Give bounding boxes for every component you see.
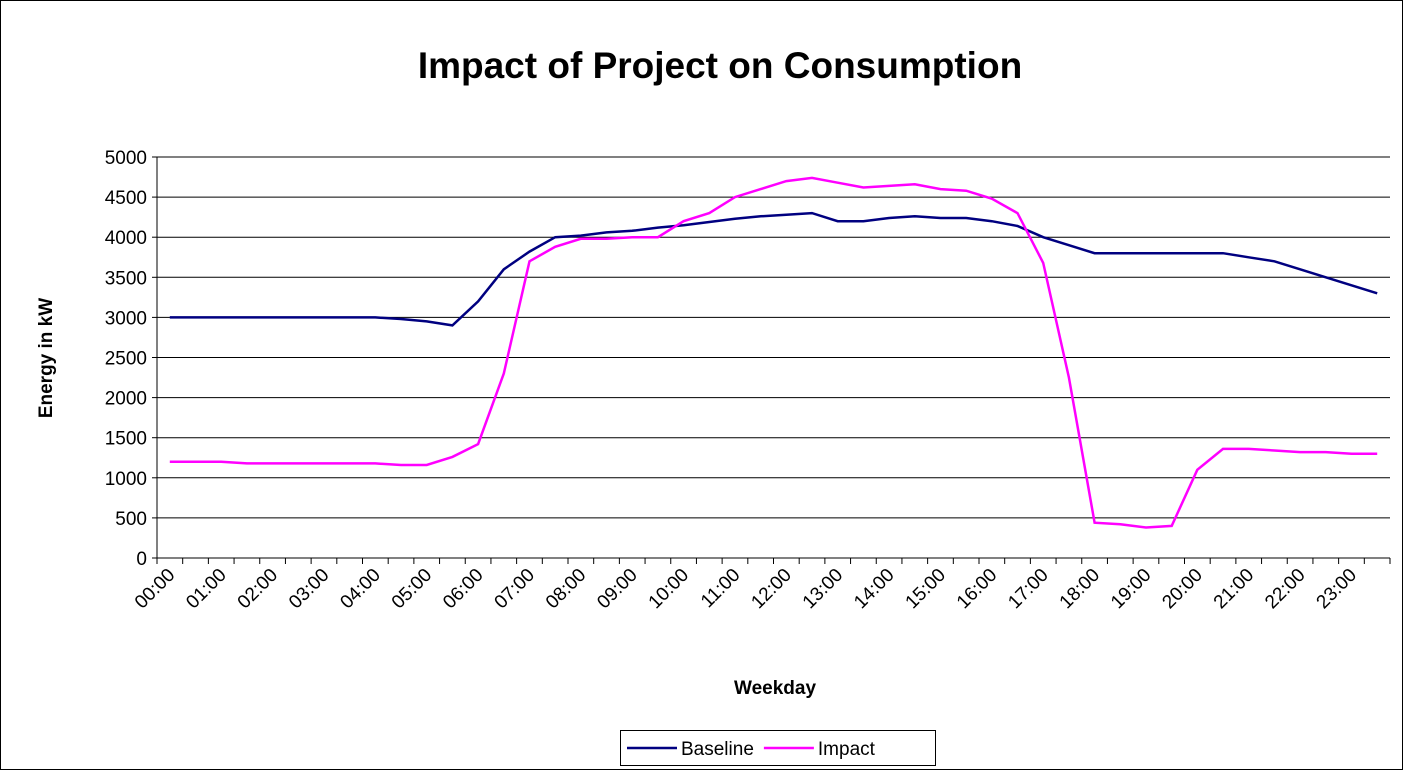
y-tick-label: 4000 <box>105 228 147 249</box>
legend-label: Impact <box>818 739 876 760</box>
y-tick-label: 3500 <box>105 268 147 289</box>
chart-title: Impact of Project on Consumption <box>418 45 1022 86</box>
series-line <box>169 211 1378 327</box>
y-tick-label: 1500 <box>105 429 147 450</box>
x-axis-label: Weekday <box>734 678 816 699</box>
series-line <box>169 176 1378 529</box>
y-tick-label: 2000 <box>105 389 147 410</box>
y-tick-label: 500 <box>115 509 147 530</box>
y-axis-label: Energy in kW <box>36 298 57 418</box>
y-tick-label: 0 <box>136 549 147 570</box>
y-tick-label: 5000 <box>105 148 147 169</box>
y-tick-label: 4500 <box>105 188 147 209</box>
y-tick-label: 1000 <box>105 469 147 490</box>
y-tick-label: 2500 <box>105 349 147 370</box>
legend-label: Baseline <box>681 739 754 760</box>
y-tick-label: 3000 <box>105 308 147 329</box>
